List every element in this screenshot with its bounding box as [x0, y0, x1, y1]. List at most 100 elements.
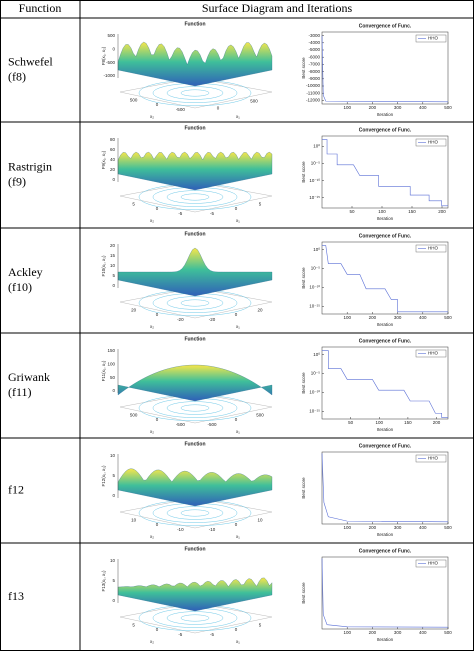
x-label: x₂	[150, 324, 154, 329]
y-axis-label: Best score	[301, 267, 306, 289]
contour	[152, 608, 238, 628]
y-label: x₁	[236, 324, 240, 329]
z-tick-label: 0	[112, 493, 115, 498]
contour	[180, 509, 210, 517]
chart-title: Convergence of Func.	[359, 338, 412, 344]
y-tick-label: 10⁻⁵	[311, 161, 320, 166]
x-tick-label: 400	[419, 315, 427, 320]
y-axis-label: Best score	[301, 57, 306, 79]
surface-title: Function	[184, 336, 205, 342]
surface	[117, 577, 273, 612]
x-label: x₂	[150, 534, 154, 539]
y-tick-label: 20	[257, 308, 263, 313]
y-tick-label: 10⁻¹⁵	[309, 304, 320, 309]
chart-title: Convergence of Func.	[359, 443, 412, 449]
y-label: x₁	[236, 534, 240, 539]
x-tick-label: 0	[156, 102, 159, 107]
surface	[117, 41, 273, 87]
y-tick-label: 10⁰	[313, 143, 320, 148]
surface	[117, 468, 273, 507]
x-label: x₂	[150, 639, 154, 644]
legend-box	[415, 454, 447, 463]
contour	[166, 86, 224, 100]
contour	[180, 89, 210, 97]
plot-frame	[321, 346, 449, 420]
x-tick-label: 100	[376, 420, 384, 425]
function-name: (f11)	[8, 385, 32, 399]
convergence-curve	[321, 453, 449, 523]
y-tick-label: 0	[235, 522, 238, 527]
x-tick-label: 300	[394, 315, 402, 320]
x-tick-label: 100	[343, 630, 351, 635]
x-tick-label: -500	[176, 107, 186, 112]
y-label: x₁	[236, 429, 240, 434]
surface	[117, 364, 273, 402]
y-tick-label: -500	[207, 422, 217, 427]
x-tick-label: 200	[438, 209, 446, 214]
y-tick-label: 10⁻¹⁵	[309, 195, 320, 200]
legend-label: HHO	[428, 561, 438, 566]
header-function: Function	[19, 1, 62, 15]
contour	[180, 299, 210, 307]
x-tick-label: 500	[444, 315, 452, 320]
x-tick-label: -5	[178, 632, 182, 637]
z-tick-label: 5	[112, 578, 115, 583]
y-tick-label: -11000	[306, 90, 320, 95]
y-tick-label: 0	[235, 206, 238, 211]
contour	[152, 398, 238, 418]
z-tick-label: 10	[110, 263, 116, 268]
y-label: x₁	[236, 639, 240, 644]
x-tick-label: 100	[343, 315, 351, 320]
plot-frame	[321, 31, 449, 105]
y-tick-label: 500	[250, 99, 258, 104]
y-tick-label: 10⁰	[313, 247, 320, 252]
y-axis-label: Best score	[301, 372, 306, 394]
contour	[166, 296, 224, 310]
x-tick-label: 400	[419, 105, 427, 110]
legend-box	[415, 349, 447, 358]
y-tick-label: 10⁻⁵	[311, 266, 320, 271]
convergence-curve	[322, 139, 448, 207]
y-tick-label: -6000	[308, 54, 320, 59]
floor	[119, 602, 273, 634]
x-tick-label: 5	[132, 202, 135, 207]
x-tick-label: 400	[419, 630, 427, 635]
floor	[119, 77, 273, 109]
y-tick-label: -12000	[306, 98, 321, 103]
function-name: Schwefel	[8, 54, 53, 68]
function-name: (f8)	[8, 69, 26, 83]
z-tick-label: 100	[107, 362, 115, 367]
z-tick-label: 10	[110, 453, 116, 458]
legend-box	[415, 244, 447, 253]
z-tick-label: 80	[110, 137, 116, 142]
contour	[166, 611, 224, 625]
y-tick-label: -5000	[308, 47, 320, 52]
legend-label: HHO	[428, 36, 438, 41]
y-tick-label: -7000	[308, 62, 320, 67]
y-tick-label: -9000	[308, 76, 320, 81]
surface-title: Function	[184, 21, 205, 27]
y-tick-label: -5	[210, 211, 214, 216]
x-tick-label: 0	[156, 312, 159, 317]
contour	[152, 503, 238, 523]
floor	[119, 392, 273, 424]
z-label: F11(x₁, x₂)	[101, 360, 106, 381]
x-tick-label: 5	[132, 623, 135, 628]
function-name: (f9)	[8, 174, 26, 188]
z-tick-label: 150	[107, 348, 115, 353]
legend-box	[415, 138, 447, 147]
y-tick-label: -3000	[308, 33, 320, 38]
x-axis-label: Iteration	[377, 322, 394, 327]
chart-title: Convergence of Func.	[359, 233, 412, 239]
contour	[166, 401, 224, 415]
x-tick-label: -5	[178, 211, 182, 216]
x-tick-label: 0	[156, 627, 159, 632]
floor	[119, 497, 273, 529]
plot-frame	[321, 241, 449, 315]
surface-title: Function	[184, 231, 205, 237]
contour	[152, 187, 238, 207]
chart-title: Convergence of Func.	[359, 127, 412, 133]
x-label: x₂	[150, 218, 154, 223]
legend-label: HHO	[428, 140, 438, 145]
x-tick-label: 200	[433, 420, 441, 425]
